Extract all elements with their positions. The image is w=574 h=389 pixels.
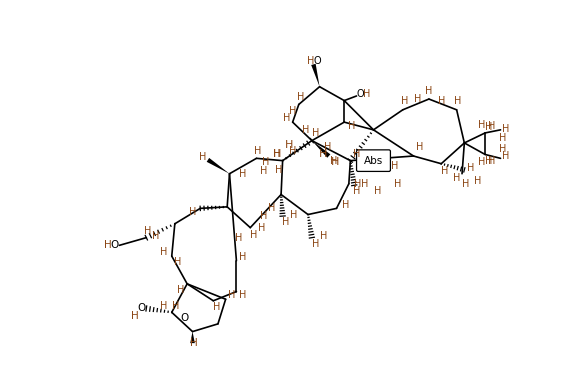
Text: H: H <box>189 207 196 217</box>
Text: H: H <box>273 149 280 159</box>
Polygon shape <box>312 140 331 158</box>
Text: H: H <box>262 157 269 167</box>
Text: H: H <box>261 166 268 177</box>
Text: H: H <box>441 166 449 177</box>
Text: H: H <box>282 217 289 227</box>
Text: H: H <box>353 149 360 159</box>
Text: O: O <box>111 240 119 251</box>
Text: H: H <box>331 157 339 167</box>
Text: Abs: Abs <box>364 156 383 166</box>
Text: H: H <box>172 301 179 311</box>
Text: H: H <box>235 233 242 243</box>
Text: H: H <box>319 149 328 159</box>
Text: H: H <box>152 231 159 241</box>
Text: H: H <box>467 163 474 173</box>
Text: H: H <box>391 161 399 171</box>
Text: H: H <box>363 89 370 100</box>
Text: H: H <box>312 239 319 249</box>
Text: H: H <box>258 223 266 233</box>
Text: H: H <box>502 124 510 134</box>
Text: H: H <box>283 113 290 123</box>
Text: H: H <box>302 125 309 135</box>
Text: H: H <box>214 302 221 312</box>
Text: H: H <box>177 285 185 295</box>
Text: O: O <box>313 56 321 65</box>
Text: H: H <box>320 231 327 241</box>
Text: H: H <box>374 186 381 196</box>
Text: H: H <box>285 140 293 150</box>
Text: H: H <box>499 133 506 142</box>
Text: H: H <box>485 156 492 166</box>
Text: H: H <box>437 96 445 105</box>
Text: H: H <box>289 145 296 156</box>
Polygon shape <box>311 64 320 87</box>
Text: H: H <box>228 291 235 300</box>
Text: O: O <box>181 313 189 323</box>
Text: H: H <box>239 252 246 262</box>
Text: H: H <box>261 211 268 221</box>
Text: H: H <box>455 96 462 105</box>
Text: H: H <box>144 226 152 236</box>
Text: H: H <box>131 311 139 321</box>
Text: H: H <box>190 338 198 348</box>
Text: H: H <box>273 149 281 159</box>
Text: H: H <box>487 121 495 131</box>
Text: H: H <box>342 200 350 210</box>
Polygon shape <box>190 331 195 343</box>
Text: H: H <box>414 94 422 104</box>
Text: H: H <box>324 142 331 152</box>
Text: H: H <box>290 210 297 219</box>
Text: O: O <box>356 89 364 100</box>
Polygon shape <box>207 158 230 174</box>
Text: H: H <box>289 105 296 116</box>
Text: H: H <box>297 92 304 102</box>
Text: H: H <box>474 177 481 186</box>
Text: H: H <box>478 157 485 167</box>
Text: H: H <box>307 56 314 65</box>
Text: H: H <box>174 257 181 267</box>
FancyBboxPatch shape <box>356 150 390 172</box>
Text: H: H <box>353 186 360 196</box>
Text: H: H <box>160 301 168 311</box>
Text: H: H <box>502 151 510 161</box>
Text: H: H <box>478 120 485 130</box>
Text: H: H <box>104 240 112 251</box>
Text: H: H <box>425 86 433 96</box>
Text: H: H <box>485 122 492 132</box>
Text: H: H <box>254 145 262 156</box>
Text: H: H <box>416 142 424 152</box>
Text: H: H <box>401 96 408 105</box>
Text: H: H <box>354 179 362 189</box>
Text: H: H <box>462 179 470 189</box>
Text: H: H <box>275 165 282 175</box>
Text: H: H <box>312 128 319 138</box>
Text: H: H <box>239 169 246 179</box>
Text: H: H <box>329 156 337 166</box>
Text: H: H <box>348 121 356 131</box>
Text: H: H <box>268 203 276 214</box>
Text: O: O <box>138 303 146 314</box>
Text: H: H <box>360 179 368 189</box>
Text: H: H <box>453 173 460 182</box>
Text: H: H <box>239 291 246 300</box>
Text: H: H <box>250 230 258 240</box>
Text: H: H <box>160 247 168 257</box>
Text: H: H <box>487 156 495 166</box>
Text: H: H <box>499 144 506 154</box>
Text: H: H <box>199 152 206 162</box>
Text: H: H <box>394 179 402 189</box>
